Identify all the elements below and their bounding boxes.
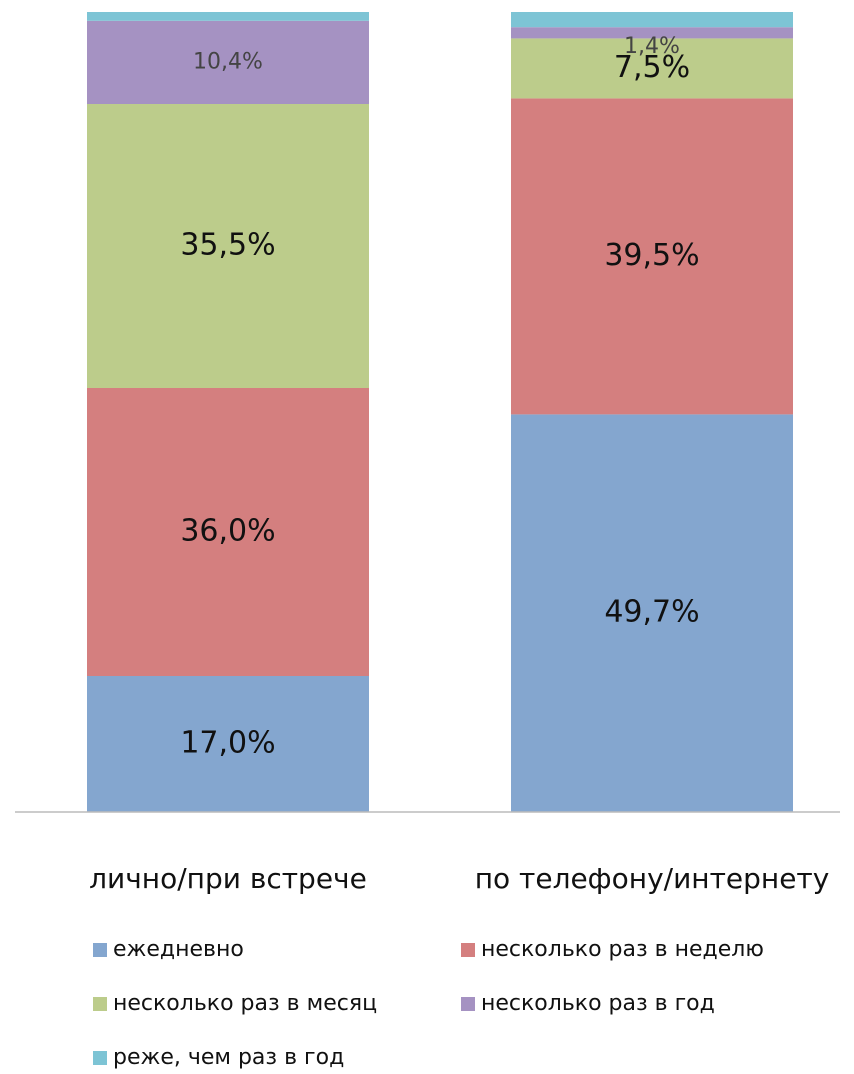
bar-segment bbox=[511, 38, 793, 99]
data-label: 7,5% bbox=[614, 50, 690, 85]
data-label: 39,5% bbox=[604, 238, 699, 273]
legend-label: несколько раз в неделю bbox=[481, 937, 764, 962]
bar-segment bbox=[87, 104, 369, 388]
legend-label: несколько раз в месяц bbox=[113, 991, 377, 1016]
bar-segment bbox=[87, 12, 369, 21]
data-label: 36,0% bbox=[180, 514, 275, 549]
legend-label: несколько раз в год bbox=[481, 991, 715, 1016]
data-label: 35,5% bbox=[180, 228, 275, 263]
x-tick-label: лично/при встрече bbox=[89, 862, 367, 895]
bar-segment bbox=[511, 98, 793, 415]
bar-segment bbox=[511, 414, 793, 812]
bar-segment bbox=[87, 388, 369, 676]
legend-label: ежедневно bbox=[113, 937, 244, 962]
data-label: 49,7% bbox=[604, 595, 699, 630]
legend-label: реже, чем раз в год bbox=[113, 1045, 344, 1070]
legend-swatch bbox=[93, 943, 107, 957]
data-label: 10,4% bbox=[193, 49, 263, 74]
data-label: 17,0% bbox=[180, 726, 275, 761]
bar-segment bbox=[87, 676, 369, 812]
bar-segment bbox=[511, 27, 793, 39]
legend-swatch bbox=[461, 943, 475, 957]
legend-swatch bbox=[93, 997, 107, 1011]
x-tick-label: по телефону/интернету bbox=[475, 862, 830, 895]
data-label: 1,4% bbox=[624, 34, 680, 59]
bar-segment bbox=[87, 20, 369, 104]
legend-swatch bbox=[93, 1051, 107, 1065]
bar-segment bbox=[511, 12, 793, 28]
legend-swatch bbox=[461, 997, 475, 1011]
